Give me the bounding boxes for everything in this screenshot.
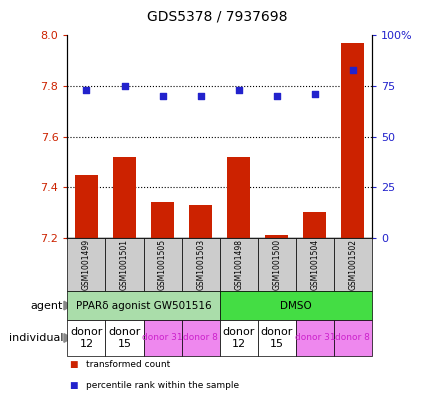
Text: donor
15: donor 15: [260, 327, 292, 349]
Text: agent: agent: [31, 301, 63, 310]
Bar: [189, 205, 212, 238]
Bar: [265, 235, 287, 238]
Text: ■: ■: [69, 360, 78, 369]
Text: GSM1001505: GSM1001505: [158, 239, 167, 290]
Text: GSM1001504: GSM1001504: [309, 239, 319, 290]
Point: [197, 93, 204, 99]
Text: donor
12: donor 12: [70, 327, 102, 349]
Text: GSM1001502: GSM1001502: [348, 239, 357, 290]
Point: [159, 93, 166, 99]
Bar: [227, 157, 250, 238]
Text: donor 8: donor 8: [335, 334, 369, 342]
Text: individual: individual: [9, 333, 63, 343]
Text: GSM1001500: GSM1001500: [272, 239, 281, 290]
Text: GSM1001503: GSM1001503: [196, 239, 205, 290]
Bar: [341, 43, 364, 238]
Text: donor
12: donor 12: [222, 327, 254, 349]
Bar: [303, 213, 326, 238]
Text: donor
15: donor 15: [108, 327, 140, 349]
Text: GSM1001498: GSM1001498: [233, 239, 243, 290]
Text: DMSO: DMSO: [279, 301, 311, 310]
Text: GDS5378 / 7937698: GDS5378 / 7937698: [147, 10, 287, 24]
Point: [121, 83, 128, 89]
Text: donor 8: donor 8: [183, 334, 217, 342]
Bar: [75, 174, 98, 238]
Point: [273, 93, 279, 99]
Point: [311, 91, 318, 97]
Text: percentile rank within the sample: percentile rank within the sample: [86, 381, 239, 390]
Point: [349, 67, 355, 73]
Bar: [113, 157, 136, 238]
Text: PPARδ agonist GW501516: PPARδ agonist GW501516: [76, 301, 211, 310]
Point: [235, 87, 242, 93]
Text: GSM1001499: GSM1001499: [82, 239, 91, 290]
Bar: [151, 202, 174, 238]
Text: ■: ■: [69, 381, 78, 390]
Text: donor 31: donor 31: [142, 334, 182, 342]
Text: GSM1001501: GSM1001501: [120, 239, 129, 290]
Point: [83, 87, 90, 93]
Text: donor 31: donor 31: [294, 334, 334, 342]
Text: transformed count: transformed count: [86, 360, 170, 369]
